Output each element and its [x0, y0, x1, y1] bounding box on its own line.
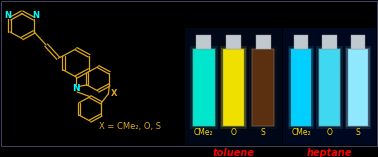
- Bar: [223, 49, 244, 126]
- Bar: [197, 35, 211, 49]
- Bar: [319, 49, 340, 126]
- Bar: [322, 35, 337, 49]
- Bar: [192, 48, 216, 127]
- Bar: [223, 49, 244, 126]
- Text: S: S: [261, 128, 265, 137]
- Bar: [348, 49, 368, 126]
- Bar: [348, 49, 368, 126]
- Text: toluene: toluene: [212, 148, 254, 157]
- Text: N: N: [72, 84, 80, 93]
- Text: O: O: [231, 128, 236, 137]
- Bar: [193, 49, 215, 126]
- Bar: [251, 48, 275, 127]
- Bar: [222, 48, 246, 127]
- Bar: [290, 48, 313, 127]
- Text: O: O: [327, 128, 332, 137]
- Bar: [345, 46, 371, 129]
- Bar: [351, 35, 365, 49]
- Bar: [288, 46, 314, 129]
- Text: CMe₂: CMe₂: [291, 128, 311, 137]
- Bar: [253, 49, 274, 126]
- Text: heptane: heptane: [307, 148, 352, 157]
- Text: S: S: [355, 128, 360, 137]
- Bar: [283, 28, 376, 145]
- Text: X = CMe₂, O, S: X = CMe₂, O, S: [99, 122, 161, 131]
- Bar: [185, 28, 282, 145]
- Bar: [249, 46, 277, 129]
- Text: CMe₂: CMe₂: [194, 128, 214, 137]
- Bar: [220, 46, 247, 129]
- Bar: [226, 35, 241, 49]
- Text: X: X: [111, 89, 118, 98]
- Bar: [291, 49, 311, 126]
- Bar: [316, 46, 343, 129]
- Text: N: N: [5, 11, 11, 20]
- Bar: [318, 48, 341, 127]
- Bar: [256, 35, 271, 49]
- Bar: [193, 49, 215, 126]
- Bar: [253, 49, 274, 126]
- Bar: [291, 49, 311, 126]
- Text: N: N: [33, 11, 40, 20]
- Bar: [294, 35, 308, 49]
- Bar: [346, 48, 370, 127]
- Bar: [319, 49, 340, 126]
- Bar: [190, 46, 218, 129]
